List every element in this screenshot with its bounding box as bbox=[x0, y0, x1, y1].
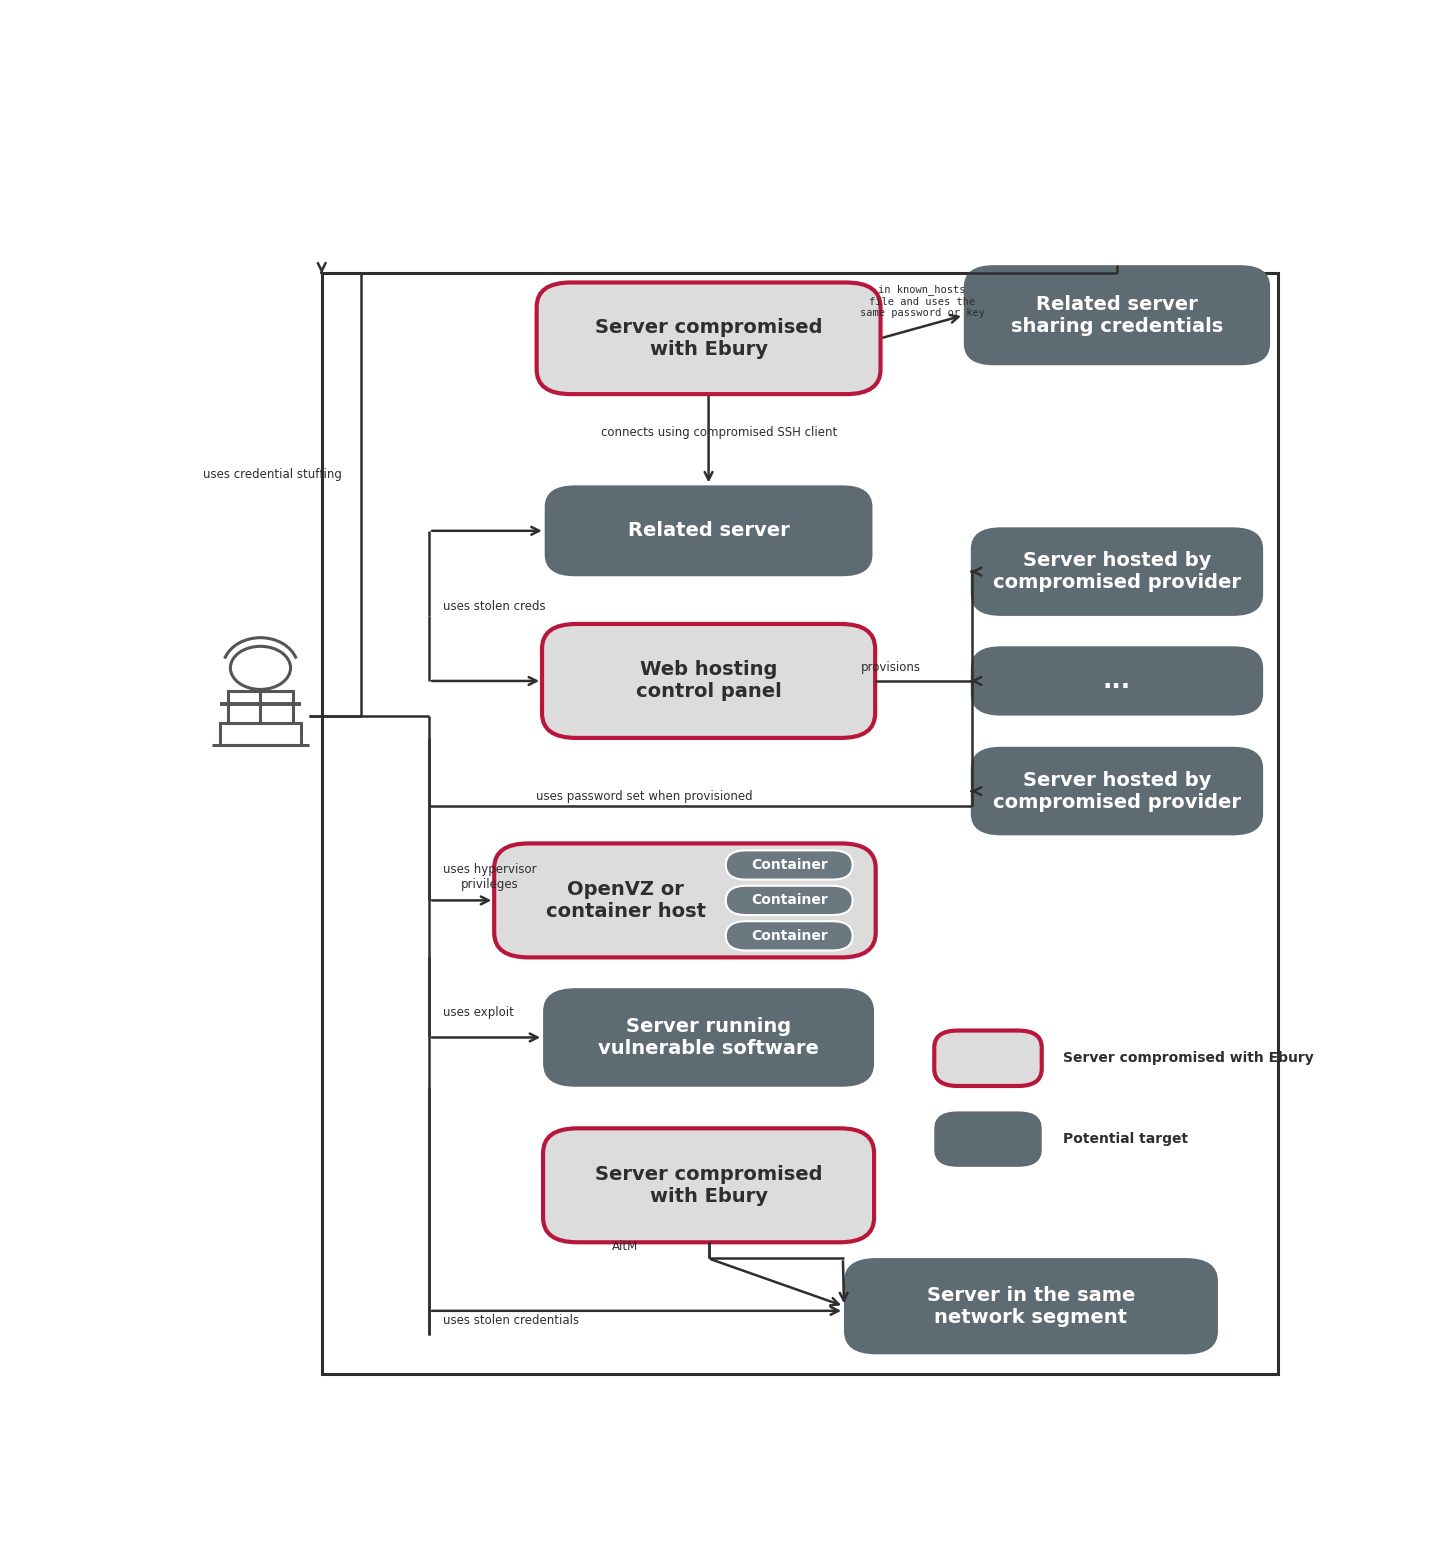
Text: uses password set when provisioned: uses password set when provisioned bbox=[536, 790, 753, 803]
FancyBboxPatch shape bbox=[543, 988, 874, 1087]
Text: uses credential stuffing: uses credential stuffing bbox=[204, 469, 342, 481]
FancyBboxPatch shape bbox=[542, 624, 875, 739]
FancyBboxPatch shape bbox=[494, 844, 875, 958]
Text: OpenVZ or
container host: OpenVZ or container host bbox=[546, 880, 706, 920]
FancyBboxPatch shape bbox=[725, 922, 853, 950]
Text: Server hosted by
compromised provider: Server hosted by compromised provider bbox=[993, 770, 1241, 812]
Text: Potential target: Potential target bbox=[1063, 1132, 1188, 1146]
Text: Container: Container bbox=[751, 928, 827, 942]
Text: Server compromised
with Ebury: Server compromised with Ebury bbox=[596, 318, 823, 359]
Text: uses stolen creds: uses stolen creds bbox=[443, 601, 546, 613]
FancyBboxPatch shape bbox=[935, 1030, 1041, 1087]
FancyBboxPatch shape bbox=[545, 486, 872, 577]
Text: connects using compromised SSH client: connects using compromised SSH client bbox=[601, 425, 837, 439]
Text: Server hosted by
compromised provider: Server hosted by compromised provider bbox=[993, 550, 1241, 593]
Text: Container: Container bbox=[751, 894, 827, 908]
Text: Container: Container bbox=[751, 858, 827, 872]
Text: AitM: AitM bbox=[612, 1240, 638, 1253]
FancyBboxPatch shape bbox=[725, 886, 853, 916]
Text: in known_hosts
file and uses the
same password or key: in known_hosts file and uses the same pa… bbox=[859, 284, 984, 318]
FancyBboxPatch shape bbox=[971, 746, 1264, 836]
FancyBboxPatch shape bbox=[964, 265, 1270, 365]
Text: uses hypervisor
privileges: uses hypervisor privileges bbox=[443, 864, 537, 891]
Text: uses stolen credentials: uses stolen credentials bbox=[443, 1314, 579, 1327]
Text: Server compromised
with Ebury: Server compromised with Ebury bbox=[596, 1165, 823, 1206]
Text: Related server
sharing credentials: Related server sharing credentials bbox=[1010, 295, 1223, 336]
Bar bbox=[229, 691, 293, 723]
FancyBboxPatch shape bbox=[725, 850, 853, 880]
Bar bbox=[220, 723, 301, 745]
FancyBboxPatch shape bbox=[537, 282, 881, 394]
Text: ...: ... bbox=[1102, 670, 1131, 693]
Text: Server running
vulnerable software: Server running vulnerable software bbox=[598, 1018, 820, 1058]
Text: Server in the same
network segment: Server in the same network segment bbox=[927, 1286, 1136, 1327]
FancyBboxPatch shape bbox=[971, 527, 1264, 616]
Text: uses exploit: uses exploit bbox=[443, 1005, 514, 1019]
FancyBboxPatch shape bbox=[543, 1129, 874, 1242]
FancyBboxPatch shape bbox=[935, 1112, 1041, 1167]
FancyBboxPatch shape bbox=[844, 1258, 1219, 1355]
Text: Web hosting
control panel: Web hosting control panel bbox=[636, 660, 782, 701]
Text: provisions: provisions bbox=[862, 660, 922, 674]
Text: Related server: Related server bbox=[628, 521, 789, 541]
Bar bbox=[322, 273, 1278, 1374]
Text: Server compromised with Ebury: Server compromised with Ebury bbox=[1063, 1051, 1313, 1065]
FancyBboxPatch shape bbox=[971, 646, 1264, 715]
